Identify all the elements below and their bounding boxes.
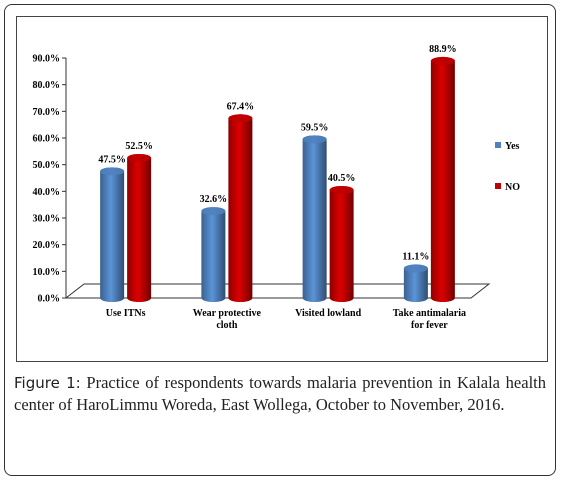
value-label: 11.1% — [402, 251, 429, 262]
bar — [228, 114, 253, 303]
figure-frame — [4, 4, 556, 476]
x-tick-label: cloth — [216, 320, 238, 331]
y-tick-label: 30.0% — [33, 214, 61, 225]
x-tick-label: Use ITNs — [106, 308, 146, 319]
chart: 0.0% 10.0% 20.0% 30.0% 40.0% 50.0% 60.0% 70.0% 8… — [16, 16, 548, 362]
bar — [430, 56, 455, 302]
bar-cap — [430, 56, 455, 65]
bar — [100, 167, 125, 302]
y-tick-label: 60.0% — [33, 134, 61, 145]
bar-cap — [403, 264, 428, 273]
value-label: 40.5% — [328, 173, 356, 184]
value-label: 67.4% — [227, 101, 255, 112]
bar — [302, 135, 327, 302]
y-tick-label: 80.0% — [33, 80, 61, 91]
bar — [329, 186, 354, 302]
legend-swatch — [495, 142, 501, 148]
y-tick-label: 40.0% — [33, 187, 61, 198]
caption-text: Practice of respondents towards malaria … — [14, 373, 546, 414]
bar-cap — [228, 114, 253, 123]
value-label: 47.5% — [98, 154, 126, 165]
y-tick-label: 70.0% — [33, 107, 61, 118]
bar-cap — [100, 167, 125, 176]
value-label: 52.5% — [125, 141, 153, 152]
y-tick-label: 50.0% — [33, 160, 61, 171]
chart-border — [16, 16, 548, 362]
caption: Figure 1: Practice of respondents toward… — [14, 372, 546, 416]
y-tick-label: 90.0% — [33, 54, 61, 65]
x-tick-label: Take antimalaria — [393, 308, 466, 319]
value-label: 88.9% — [429, 44, 457, 55]
y-tick-label: 20.0% — [33, 240, 61, 251]
x-tick-label: Wear protective — [193, 308, 262, 319]
bar — [403, 264, 428, 302]
legend-swatch — [495, 183, 501, 189]
x-tick-label: Visited lowland — [295, 308, 361, 319]
bar-cap — [201, 207, 226, 216]
x-tick-label: for fever — [411, 320, 448, 331]
caption-label: Figure 1: — [14, 374, 81, 392]
bar — [127, 154, 152, 302]
y-tick-label: 0.0% — [38, 294, 61, 305]
legend-label: NO — [505, 182, 520, 193]
bar-cap — [329, 186, 354, 194]
y-tick-label: 10.0% — [33, 267, 61, 278]
bar-cap — [302, 135, 327, 144]
value-label: 59.5% — [301, 122, 329, 133]
legend-label: Yes — [505, 141, 520, 152]
bar — [201, 207, 226, 302]
value-label: 32.6% — [200, 194, 228, 205]
bar-cap — [127, 154, 152, 162]
